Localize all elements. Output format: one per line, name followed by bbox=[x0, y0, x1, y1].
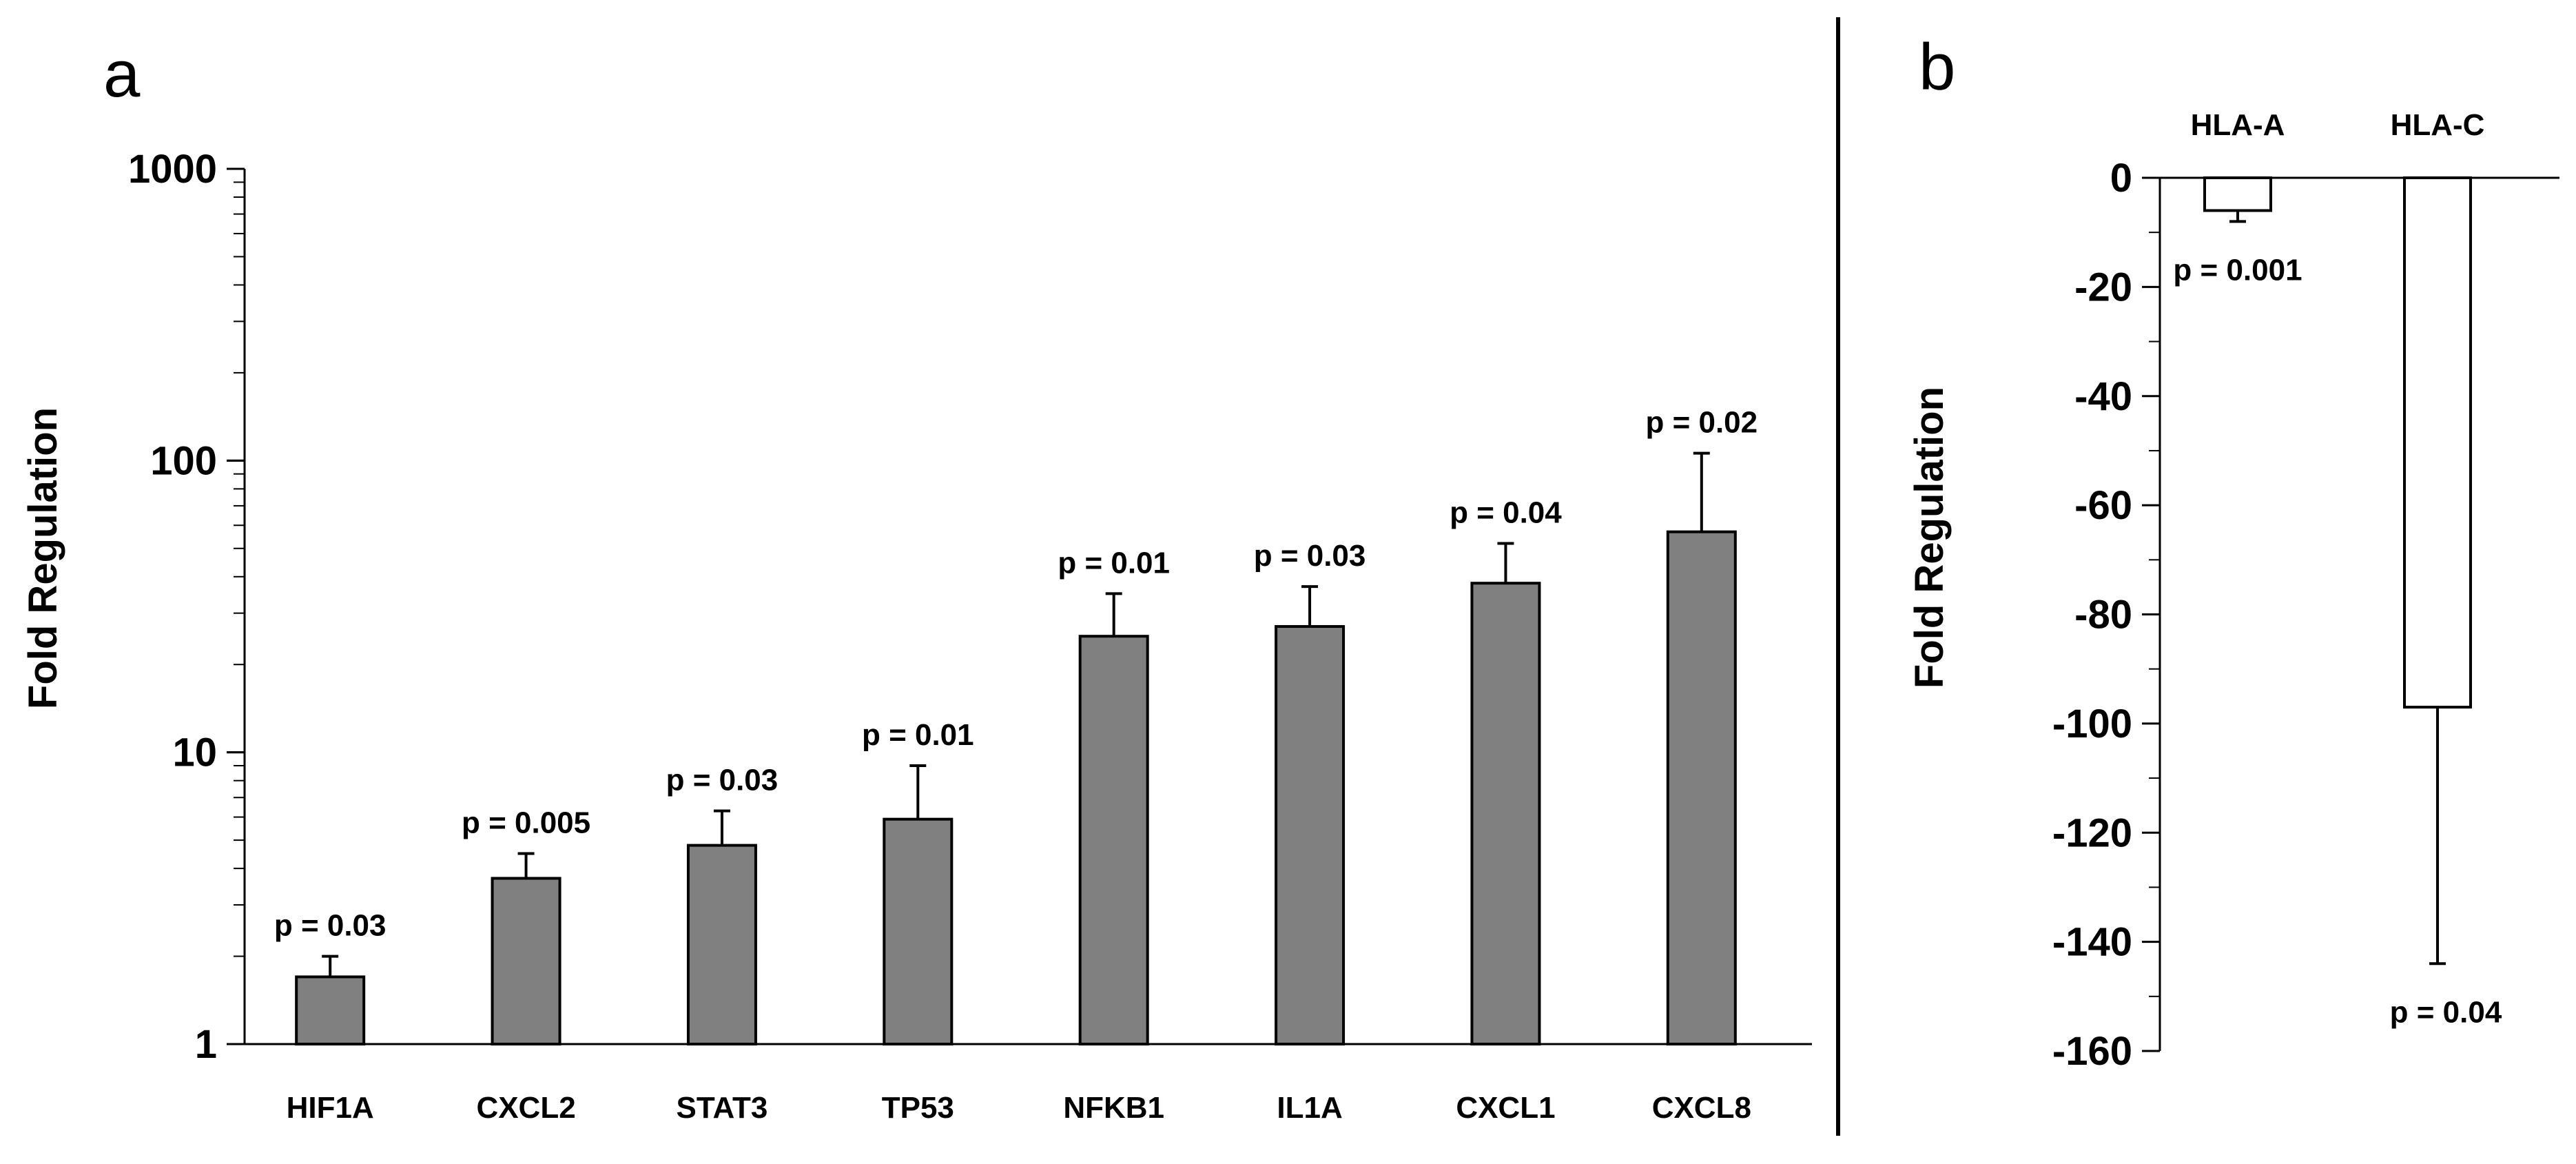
panel-a-pvalue-label: p = 0.02 bbox=[1645, 406, 1758, 440]
panel-a-bar bbox=[295, 975, 366, 1045]
panel-a-pvalue-label: p = 0.01 bbox=[862, 718, 974, 752]
panel-a-pvalue-label: p = 0.04 bbox=[1450, 496, 1562, 530]
panel-b-bar bbox=[2203, 176, 2272, 212]
panel-b-y-tick-label: -120 bbox=[2052, 810, 2132, 855]
panel-b-y-tick-label: -40 bbox=[2074, 374, 2132, 419]
panel-b-chart: b Fold Regulation 0 -20 -40 -60 -80 -100 -120 -… bbox=[1907, 30, 2559, 1074]
panel-b-pvalue-label: p = 0.04 bbox=[2390, 995, 2502, 1029]
panel-a-pvalue-label: p = 0.03 bbox=[666, 764, 779, 797]
panel-a-ylabel-group: Fold Regulation bbox=[21, 407, 65, 709]
panel-b-category-label: HLA-A bbox=[2191, 108, 2285, 142]
panel-b-y-tick-label: -80 bbox=[2074, 593, 2132, 637]
panel-a-bar bbox=[883, 817, 954, 1045]
panel-b-ylabel-group: Fold Regulation bbox=[1907, 387, 1952, 688]
panel-a-category-label: STAT3 bbox=[677, 1091, 768, 1125]
panel-a-pvalue-label: p = 0.03 bbox=[1254, 539, 1366, 573]
panel-a-bar bbox=[1275, 625, 1346, 1045]
panel-a-pvalue-label: p = 0.005 bbox=[462, 806, 590, 839]
panel-a-pvalue-label: p = 0.03 bbox=[274, 909, 387, 943]
panel-b-y-tick-label: -20 bbox=[2074, 265, 2132, 309]
panel-a-category-label: CXCL1 bbox=[1456, 1091, 1555, 1125]
panel-b-y-tick-label: -60 bbox=[2074, 483, 2132, 528]
panel-a-letter: a bbox=[103, 37, 141, 111]
panel-b-y-tick-label: 0 bbox=[2110, 156, 2132, 201]
panel-a-bar bbox=[491, 877, 561, 1046]
panel-b-axes: 0 -20 -40 -60 -80 -100 -120 -140 -160 bbox=[2052, 156, 2559, 1074]
panel-a-category-label: IL1A bbox=[1277, 1091, 1342, 1125]
panel-b-bars: HLA-A p = 0.001 HLA-C p = 0.04 bbox=[2173, 108, 2502, 1029]
panel-a-chart: a Fold Regulation 1 10 100 1000 p = 0.03 HIF… bbox=[21, 37, 1812, 1125]
panel-a-bars: p = 0.03 HIF1A p = 0.005 CXCL2 p = 0.03 STAT3… bbox=[274, 406, 1758, 1125]
panel-b-y-tick-label: -140 bbox=[2052, 920, 2132, 965]
panel-a-bar bbox=[686, 844, 757, 1046]
panel-b-bar bbox=[2403, 176, 2472, 709]
panel-a-bar bbox=[1666, 530, 1737, 1045]
panel-a-bar bbox=[1470, 582, 1541, 1045]
panel-a-ylabel: Fold Regulation bbox=[21, 407, 65, 709]
panel-b-letter: b bbox=[1919, 30, 1955, 104]
panel-a-category-label: CXCL8 bbox=[1652, 1091, 1751, 1125]
panel-a-pvalue-label: p = 0.01 bbox=[1058, 546, 1170, 580]
panel-a-y-tick-label: 1000 bbox=[128, 147, 217, 192]
panel-a-bar bbox=[1078, 635, 1149, 1045]
panel-a-y-tick-label: 100 bbox=[150, 438, 217, 483]
panel-b-ylabel: Fold Regulation bbox=[1907, 387, 1952, 688]
panel-b-category-label: HLA-C bbox=[2391, 108, 2485, 142]
panel-b-y-tick-label: -100 bbox=[2052, 702, 2132, 746]
panel-b-pvalue-label: p = 0.001 bbox=[2173, 253, 2302, 287]
panel-a-y-tick-label: 10 bbox=[172, 731, 217, 775]
panel-a-y-tick-label: 1 bbox=[195, 1022, 217, 1067]
panel-a-category-label: HIF1A bbox=[287, 1091, 374, 1125]
panel-a-category-label: NFKB1 bbox=[1063, 1091, 1164, 1125]
panel-a-category-label: TP53 bbox=[882, 1091, 954, 1125]
panel-b-y-tick-label: -160 bbox=[2052, 1029, 2132, 1074]
panel-a-category-label: CXCL2 bbox=[476, 1091, 575, 1125]
